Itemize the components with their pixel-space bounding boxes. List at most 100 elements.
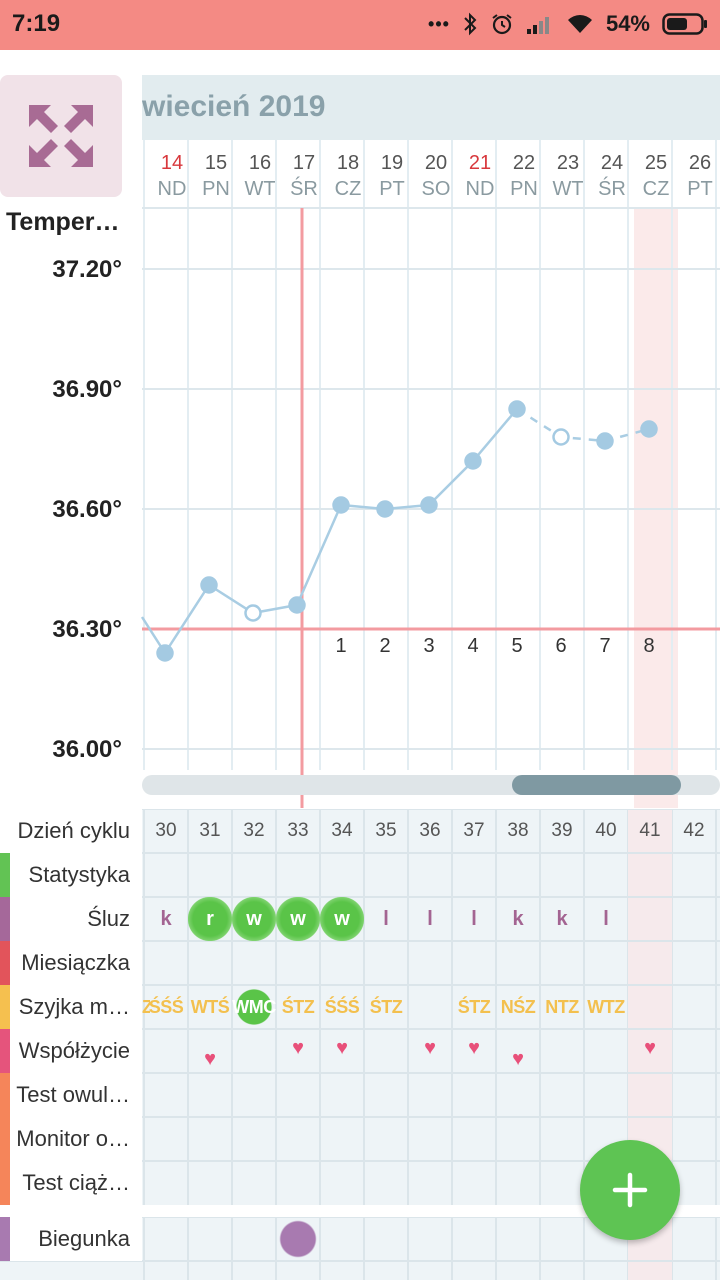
cervix-cell[interactable]: NŚZ (500, 997, 536, 1017)
temperature-point[interactable] (244, 604, 262, 622)
row-label[interactable]: Miesiączka (10, 941, 130, 985)
mucus-cell[interactable]: w (276, 897, 320, 941)
mucus-cell[interactable]: k (160, 908, 172, 930)
day-number: 14 (160, 152, 184, 174)
cycle-day-cell[interactable]: 39 (551, 820, 573, 841)
cycle-day-cell[interactable]: 37 (463, 820, 485, 841)
cervix-cell[interactable]: ŚTZ (281, 997, 315, 1017)
row-label[interactable]: Dzień cyklu (10, 809, 130, 853)
weekday-label: ND (465, 178, 495, 200)
day-header[interactable]: 21 ND (458, 150, 502, 202)
day-number: 15 (204, 152, 228, 174)
day-header[interactable]: 15 PN (194, 150, 238, 202)
mucus-cell[interactable]: k (512, 908, 524, 930)
intercourse-heart-icon[interactable]: ♥ (512, 1048, 524, 1070)
weekday-label: ŚR (290, 178, 318, 200)
cervix-cell[interactable]: ŚŚŚ (148, 997, 184, 1017)
day-header[interactable]: 17 ŚR (282, 150, 326, 202)
mucus-cell[interactable]: l (427, 908, 433, 930)
chart-scrollbar-thumb[interactable] (512, 775, 681, 795)
temperature-point[interactable] (464, 452, 482, 470)
mucus-cell[interactable]: l (383, 908, 389, 930)
cycle-day-cell[interactable]: 31 (199, 820, 221, 841)
temperature-point[interactable] (596, 432, 614, 450)
row-label[interactable]: Statystyka (10, 853, 130, 897)
intercourse-heart-icon[interactable]: ♥ (336, 1037, 348, 1059)
add-entry-button[interactable] (580, 1140, 680, 1240)
day-header[interactable]: 22 PN (502, 150, 546, 202)
temperature-point[interactable] (508, 400, 526, 418)
row-label[interactable]: Test ciąż… (10, 1161, 130, 1205)
high-temp-count-label: 7 (599, 635, 610, 657)
cycle-day-cell[interactable]: 40 (595, 820, 617, 841)
month-header: wiecień 2019 (142, 75, 720, 140)
intercourse-heart-icon[interactable]: ♥ (424, 1037, 436, 1059)
temperature-point[interactable] (420, 496, 438, 514)
mucus-cell[interactable]: l (471, 908, 477, 930)
cycle-day-cell[interactable]: 34 (331, 820, 353, 841)
temperature-point[interactable] (156, 644, 174, 662)
temperature-point[interactable] (376, 500, 394, 518)
mucus-cell[interactable]: k (556, 908, 568, 930)
cervix-cell[interactable]: WMC (232, 985, 276, 1029)
row-label[interactable]: Współżycie (10, 1029, 130, 1073)
intercourse-heart-icon[interactable]: ♥ (468, 1037, 480, 1059)
cycle-day-cell[interactable]: 38 (507, 820, 529, 841)
cycle-day-cell[interactable]: 33 (287, 820, 309, 841)
day-number: 16 (248, 152, 272, 174)
y-tick-label: 36.00° (52, 736, 122, 763)
weekday-label: ŚR (598, 178, 626, 200)
weekday-label: ND (157, 178, 187, 200)
day-header[interactable]: 18 CZ (326, 150, 370, 202)
row-color-bar (0, 853, 10, 897)
diarrhea-marker[interactable] (276, 1217, 320, 1261)
weekday-label: WT (244, 178, 276, 200)
day-header[interactable]: 23 WT (546, 150, 590, 202)
mucus-cell[interactable]: w (320, 897, 364, 941)
expand-icon (29, 105, 93, 167)
row-label[interactable]: Test owul… (10, 1073, 130, 1117)
cervix-cell[interactable]: WTZ (587, 997, 625, 1017)
cervix-cell[interactable]: ŚŚŚ (324, 997, 360, 1017)
high-temp-count-label: 3 (423, 635, 434, 657)
cervix-cell[interactable]: ŚTZ (369, 997, 403, 1017)
temperature-point[interactable] (200, 576, 218, 594)
temperature-point[interactable] (332, 496, 350, 514)
cycle-day-cell[interactable]: 36 (419, 820, 441, 841)
temperature-point[interactable] (552, 428, 570, 446)
temperature-point[interactable] (288, 596, 306, 614)
intercourse-heart-icon[interactable]: ♥ (644, 1037, 656, 1059)
day-header[interactable]: 24 ŚR (590, 150, 634, 202)
cervix-cell[interactable]: WTŚ (190, 997, 230, 1017)
data-row: Monitor o… (0, 1117, 720, 1161)
cervix-cell[interactable]: ŚTZ (457, 997, 491, 1017)
mucus-cell[interactable]: l (603, 908, 609, 930)
row-label[interactable]: Biegunka (10, 1217, 130, 1261)
fullscreen-button[interactable] (0, 75, 122, 197)
temperature-point[interactable] (640, 420, 658, 438)
row-label[interactable]: Monitor o… (10, 1117, 130, 1161)
row-label[interactable]: Szyjka m… (10, 985, 130, 1029)
intercourse-heart-icon[interactable]: ♥ (292, 1037, 304, 1059)
cycle-day-cell[interactable]: 30 (155, 820, 177, 841)
cycle-day-cell[interactable]: 42 (683, 820, 705, 841)
cycle-day-cell[interactable]: 41 (639, 820, 661, 841)
day-header[interactable]: 16 WT (238, 150, 282, 202)
high-temp-count-label: 8 (643, 635, 654, 657)
day-header[interactable]: 26 PT (678, 150, 720, 202)
cervix-cell[interactable]: NTZ (545, 997, 579, 1017)
cycle-day-cell[interactable]: 32 (243, 820, 265, 841)
row-label[interactable]: Śluz (10, 897, 130, 941)
battery-percent: 54% (605, 11, 650, 36)
day-header[interactable]: 25 CZ (634, 150, 678, 202)
cycle-day-cell[interactable]: 35 (375, 820, 397, 841)
day-header[interactable]: 19 PT (370, 150, 414, 202)
mucus-cell[interactable]: r (188, 897, 232, 941)
intercourse-heart-icon[interactable]: ♥ (204, 1048, 216, 1070)
mucus-cell[interactable]: w (232, 897, 276, 941)
day-number: 25 (644, 152, 668, 174)
data-row: Dzień cyklu (0, 809, 720, 853)
day-header[interactable]: 14 ND (150, 150, 194, 202)
day-header[interactable]: 20 SO (414, 150, 458, 202)
